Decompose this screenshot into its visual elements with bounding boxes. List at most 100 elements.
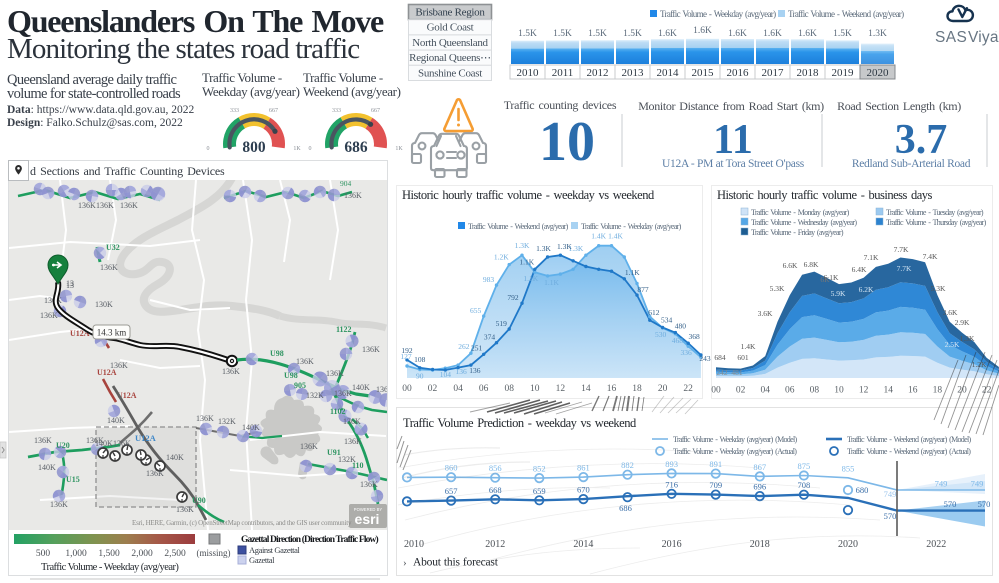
svg-text:18: 18 — [933, 386, 943, 396]
svg-text:U15: U15 — [66, 475, 80, 484]
svg-text:1.4K: 1.4K — [608, 232, 623, 241]
svg-text:Design: Falko.Schulz@sas.com,: Design: Falko.Schulz@sas.com, 2022 — [7, 117, 183, 129]
svg-text:1.2K: 1.2K — [972, 360, 987, 369]
svg-text:U12A: U12A — [117, 391, 137, 400]
svg-text:04: 04 — [760, 386, 770, 396]
svg-text:136K: 136K — [344, 437, 362, 446]
svg-text:749: 749 — [884, 489, 897, 499]
svg-text:534: 534 — [661, 316, 673, 325]
svg-text:2017: 2017 — [762, 67, 785, 79]
svg-text:02: 02 — [428, 384, 438, 394]
svg-text:SAS: SAS — [935, 29, 967, 46]
svg-text:2012: 2012 — [587, 67, 609, 79]
svg-text:905: 905 — [294, 381, 306, 390]
svg-text:2015: 2015 — [692, 67, 715, 79]
svg-text:668: 668 — [489, 485, 502, 495]
svg-text:10: 10 — [530, 384, 540, 394]
svg-text:136K: 136K — [40, 311, 58, 320]
svg-text:2.9K: 2.9K — [955, 318, 970, 327]
svg-text:Road Section Length (km): Road Section Length (km) — [837, 99, 961, 113]
svg-text:Viya: Viya — [968, 29, 999, 46]
svg-text:06: 06 — [785, 386, 795, 396]
svg-text:136K: 136K — [34, 436, 52, 445]
svg-text:16: 16 — [908, 386, 918, 396]
svg-text:852: 852 — [533, 464, 546, 474]
svg-text:Traffic Volume - Weekend (avg/: Traffic Volume - Weekend (avg/year) (Act… — [847, 447, 971, 456]
svg-text:13: 13 — [66, 281, 74, 290]
svg-text:02: 02 — [736, 386, 746, 396]
svg-text:108: 108 — [414, 355, 426, 364]
svg-text:1.3K: 1.3K — [569, 244, 584, 253]
svg-text:1.5K: 1.5K — [588, 29, 607, 39]
svg-text:1,000: 1,000 — [65, 549, 87, 559]
svg-text:655: 655 — [470, 306, 482, 315]
svg-text:2013: 2013 — [622, 67, 645, 79]
svg-text:Traffic counting devices: Traffic counting devices — [504, 98, 617, 112]
svg-text:2012: 2012 — [485, 539, 505, 550]
svg-text:7.7K: 7.7K — [894, 245, 909, 254]
svg-text:792: 792 — [507, 293, 519, 302]
svg-text:Traffic Volume -: Traffic Volume - — [303, 70, 383, 85]
svg-text:904: 904 — [340, 179, 352, 188]
svg-text:333: 333 — [230, 108, 239, 114]
svg-text:242: 242 — [716, 368, 728, 377]
svg-text:136K: 136K — [176, 505, 194, 514]
svg-text:Data: https://www.data.qld.gov: Data: https://www.data.qld.gov.au, 2022 — [7, 104, 195, 116]
svg-text:Traffic Volume - Friday (avg/y: Traffic Volume - Friday (avg/year) — [751, 228, 844, 237]
svg-text:1.6K: 1.6K — [693, 26, 712, 36]
svg-text:136K: 136K — [334, 389, 352, 398]
svg-text:500: 500 — [36, 549, 51, 559]
svg-text:(missing): (missing) — [196, 548, 230, 558]
svg-text:1.4K: 1.4K — [741, 342, 756, 351]
svg-text:243: 243 — [699, 354, 711, 363]
svg-text:132K: 132K — [218, 417, 236, 426]
svg-text:·: · — [962, 29, 964, 35]
svg-text:1.6K: 1.6K — [798, 29, 817, 39]
svg-text:140K: 140K — [166, 453, 184, 462]
svg-text:U12A: U12A — [135, 433, 157, 443]
svg-text:14.3 km: 14.3 km — [97, 328, 127, 338]
svg-text:5.3K: 5.3K — [931, 284, 946, 293]
svg-text:Traffic Volume - Weekend (avg/: Traffic Volume - Weekend (avg/year) (Mod… — [847, 435, 971, 444]
svg-text:136K: 136K — [110, 361, 128, 370]
svg-text:Weekend (avg/year): Weekend (avg/year) — [303, 84, 401, 99]
svg-text:659: 659 — [533, 486, 546, 496]
svg-text:1.3K: 1.3K — [536, 244, 551, 253]
svg-text:08: 08 — [810, 386, 820, 396]
svg-text:04: 04 — [453, 384, 463, 394]
svg-text:882: 882 — [621, 460, 634, 470]
svg-text:·: · — [995, 29, 997, 35]
svg-text:Monitor Distance from Road Sta: Monitor Distance from Road Start (km) — [638, 99, 824, 113]
svg-text:7.7K: 7.7K — [897, 264, 912, 273]
svg-text:5.3K: 5.3K — [770, 284, 785, 293]
svg-text:110: 110 — [352, 461, 364, 470]
svg-text:1.6K: 1.6K — [728, 29, 747, 39]
svg-text:Traffic Volume -: Traffic Volume - — [202, 70, 282, 85]
svg-text:1.6K: 1.6K — [658, 29, 677, 39]
svg-text:136K: 136K — [344, 191, 362, 200]
svg-text:U32: U32 — [106, 243, 120, 252]
svg-text:336: 336 — [681, 348, 693, 357]
svg-text:Esri, HERE, Garmin, (c) OpenSt: Esri, HERE, Garmin, (c) OpenStreetMap co… — [132, 519, 352, 527]
svg-text:570: 570 — [944, 499, 957, 509]
svg-text:136: 136 — [469, 366, 481, 375]
svg-text:Queensland average daily traff: Queensland average daily traffic — [7, 72, 177, 88]
svg-text:d Sections and Traffic Countin: d Sections and Traffic Counting Devices — [30, 164, 225, 178]
svg-text:1.3K: 1.3K — [515, 241, 530, 250]
svg-text:00: 00 — [402, 384, 412, 394]
svg-text:1.1K: 1.1K — [519, 257, 534, 266]
svg-text:0: 0 — [207, 146, 210, 152]
svg-text:140K: 140K — [95, 439, 113, 448]
svg-text:612: 612 — [648, 308, 660, 317]
svg-text:Traffic Volume - Weekend (avg/: Traffic Volume - Weekend (avg/year) — [468, 222, 569, 231]
svg-text:U90: U90 — [192, 496, 206, 505]
svg-text:11: 11 — [713, 117, 753, 163]
svg-text:1.3K: 1.3K — [960, 334, 975, 343]
svg-text:Monitoring the states road tra: Monitoring the states road traffic — [7, 33, 359, 65]
svg-text:›: › — [403, 557, 407, 569]
svg-text:Traffic Volume - Weekday (avg/: Traffic Volume - Weekday (avg/year) (Mod… — [673, 435, 797, 444]
svg-text:983: 983 — [483, 275, 495, 284]
svg-text:140K: 140K — [38, 463, 56, 472]
svg-text:16: 16 — [607, 384, 617, 394]
svg-text:1122: 1122 — [336, 325, 352, 334]
